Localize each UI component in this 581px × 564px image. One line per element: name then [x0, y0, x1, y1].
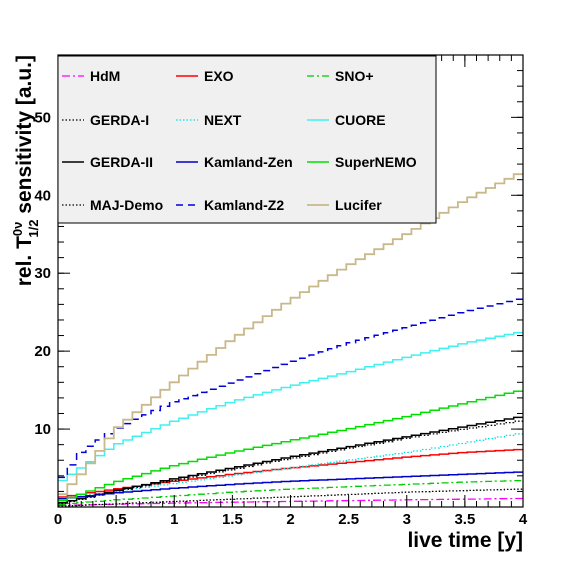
y-axis-title: rel. T0ν1/2 sensitivity [a.u.]: [10, 55, 41, 286]
legend-label-sno: SNO+: [335, 68, 374, 84]
legend-label-supernemo: SuperNEMO: [335, 154, 417, 170]
y-tick-label: 10: [34, 421, 51, 438]
y-tick-label: 20: [34, 343, 51, 360]
series-line-cuore: [58, 331, 523, 482]
legend-label-gerda-ii: GERDA-II: [90, 154, 153, 170]
x-tick-label: 1.5: [222, 511, 243, 528]
series-line-maj-demo: [58, 420, 523, 505]
y-axis-title-prefix: rel. T: [13, 236, 36, 286]
y-tick-label: 30: [34, 265, 51, 282]
y-axis-title-suffix: sensitivity [a.u.]: [13, 55, 36, 220]
legend-label-maj-demo: MAJ-Demo: [90, 197, 163, 213]
legend-label-lucifer: Lucifer: [335, 197, 382, 213]
y-axis-title-superscript: 0ν: [10, 222, 25, 236]
y-axis-title-subscript: 1/2: [26, 220, 41, 238]
x-tick-label: 4: [519, 511, 528, 528]
legend-label-kamland-zen: Kamland-Zen: [204, 154, 293, 170]
legend-label-hdm: HdM: [90, 68, 120, 84]
x-axis-title: live time [y]: [407, 529, 523, 552]
legend-label-exo: EXO: [204, 68, 234, 84]
x-tick-label: 2: [286, 511, 294, 528]
legend-label-cuore: CUORE: [335, 112, 386, 128]
x-tick-label: 2.5: [338, 511, 359, 528]
x-tick-label: 1: [170, 511, 178, 528]
legend-box: [57, 55, 437, 224]
x-tick-label: 0: [54, 511, 62, 528]
series-line-next: [58, 433, 523, 500]
series-line-kamland-z2: [58, 298, 523, 479]
legend-label-gerda-i: GERDA-I: [90, 112, 149, 128]
series-line-supernemo: [58, 390, 523, 502]
x-tick-label: 3.5: [454, 511, 475, 528]
y-tick-label: 40: [34, 187, 51, 204]
legend: HdM EXO SNO+ GERDA-I NEXT CUORE GERDA-II Kamlan…: [57, 55, 437, 224]
legend-label-kamland-z2: Kamland-Z2: [204, 197, 284, 213]
series-line-kamland-zen: [58, 471, 523, 500]
series-line-lucifer: [58, 173, 523, 496]
series-line-gerda-ii: [58, 416, 523, 504]
x-tick-label: 0.5: [106, 511, 127, 528]
x-tick-label: 3: [403, 511, 411, 528]
y-tick-label: 50: [34, 109, 51, 126]
legend-label-next: NEXT: [204, 112, 242, 128]
series-line-sno: [58, 479, 523, 505]
